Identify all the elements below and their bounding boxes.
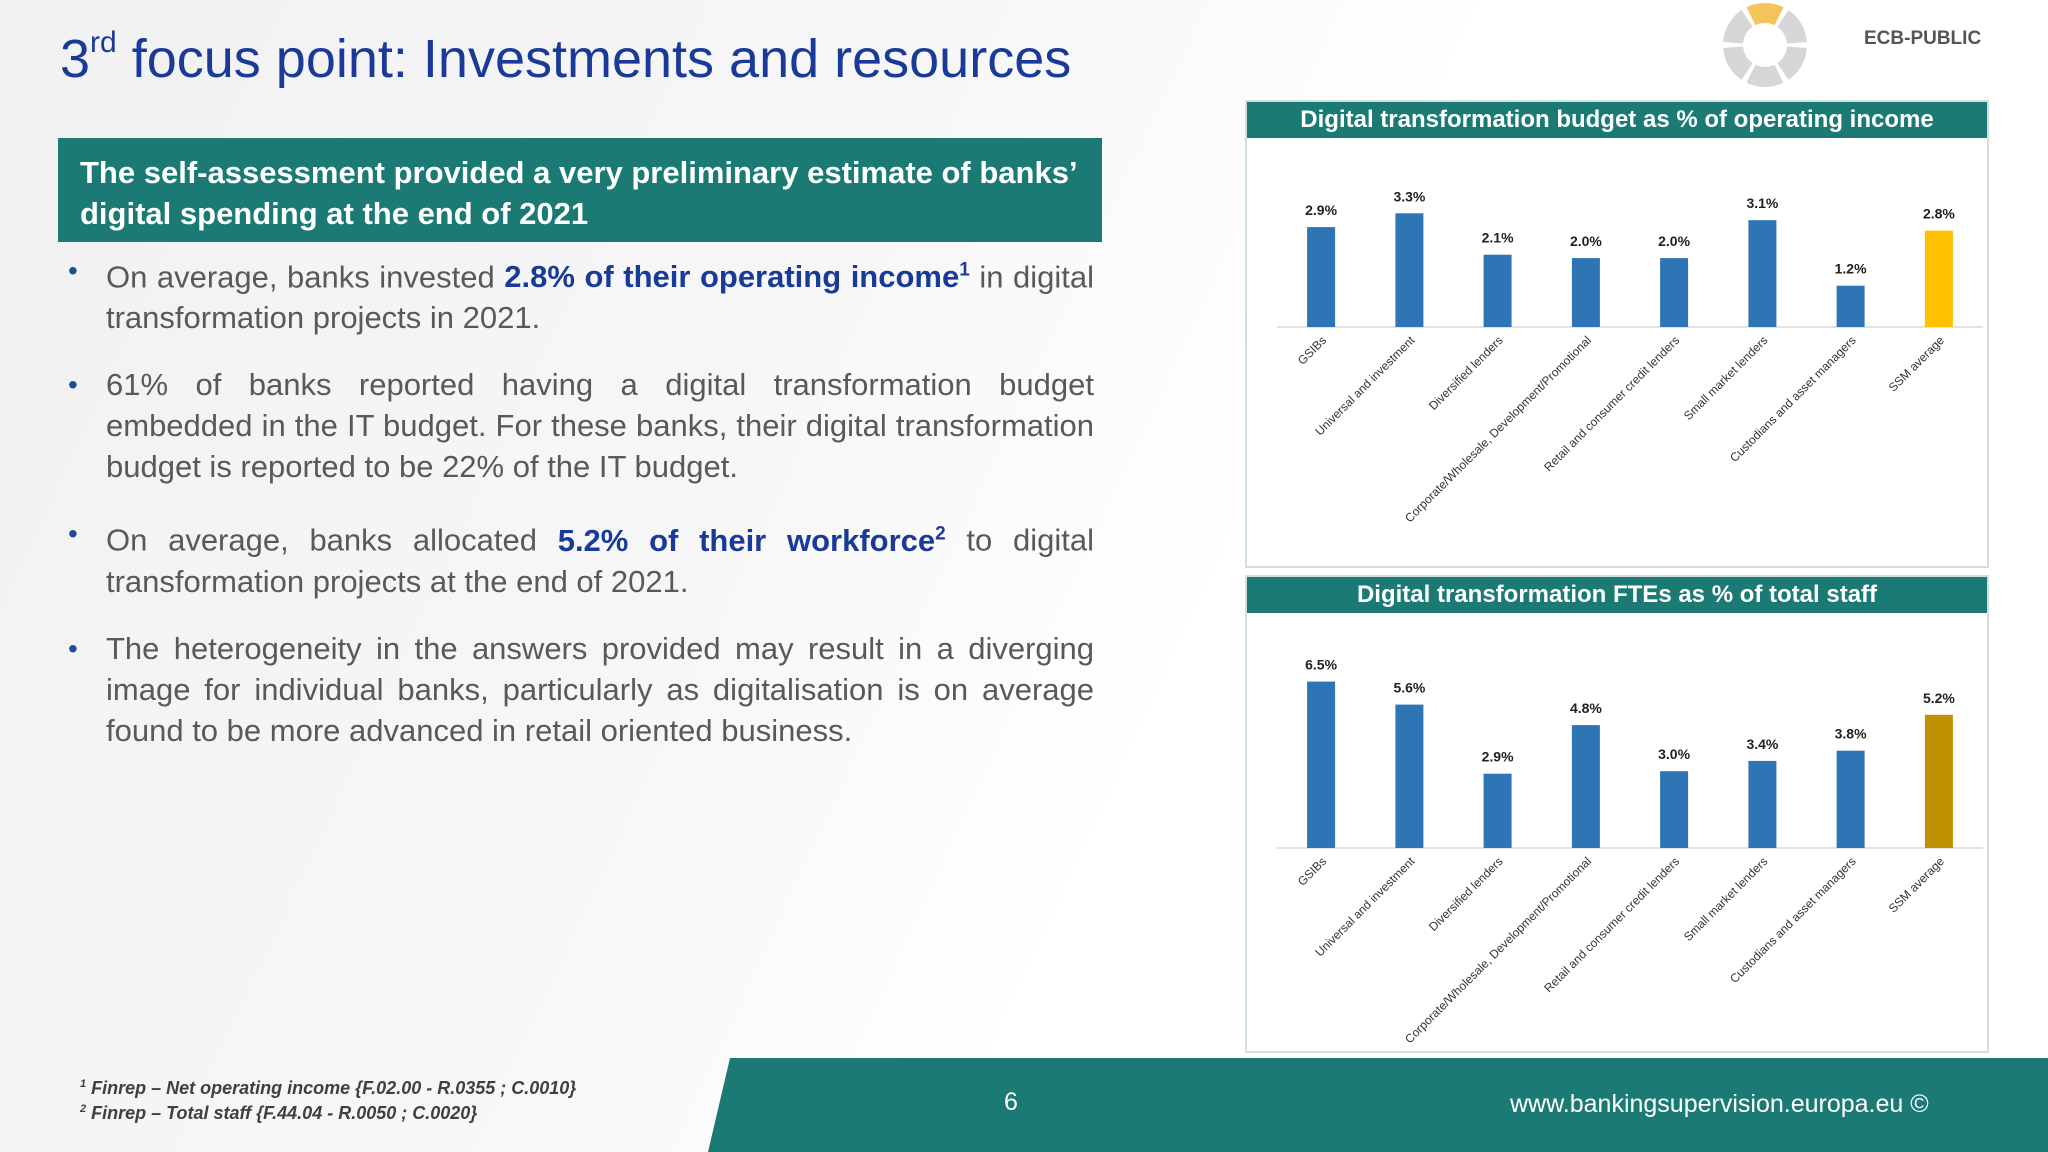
- wheel-segment: [1746, 3, 1784, 26]
- bullet-list: On average, banks invested 2.8% of their…: [64, 250, 1094, 777]
- category-tick-label: Small market lenders: [1681, 854, 1771, 944]
- wheel-segment: [1777, 10, 1807, 44]
- data-label: 2.0%: [1658, 233, 1690, 249]
- data-label: 4.8%: [1570, 700, 1602, 716]
- bar: [1395, 213, 1424, 327]
- bar: [1660, 771, 1689, 848]
- wheel-segment: [1723, 10, 1753, 44]
- highlight-text: 2.8% of their operating income1: [504, 259, 970, 295]
- bar: [1924, 714, 1953, 848]
- fte-chart-title: Digital transformation FTEs as % of tota…: [1247, 577, 1987, 613]
- subheading-box: The self-assessment provided a very prel…: [58, 138, 1102, 242]
- category-tick-label: SSM average: [1886, 333, 1948, 395]
- bar: [1307, 227, 1336, 327]
- classification-label: ECB-PUBLIC: [1864, 28, 1982, 49]
- bar: [1483, 773, 1512, 848]
- category-tick-label: GSIBs: [1295, 854, 1329, 888]
- wheel-segment: [1746, 64, 1784, 87]
- data-label: 3.3%: [1393, 188, 1425, 204]
- fte-chart-panel: Digital transformation FTEs as % of tota…: [1245, 575, 1989, 1053]
- page-number: 6: [1004, 1088, 1018, 1116]
- category-tick-label: Corporate/Wholesale, Development/Promoti…: [1402, 333, 1594, 525]
- data-label: 1.2%: [1835, 261, 1867, 277]
- bar: [1307, 681, 1336, 848]
- wheel-segment: [1723, 46, 1753, 80]
- footnote-1: 1 Finrep – Net operating income {F.02.00…: [80, 1078, 577, 1098]
- data-label: 3.1%: [1746, 195, 1778, 211]
- focus-wheel-logo: [1723, 3, 1807, 87]
- fte-bar-chart: 6.5% GSIBs 5.6% Universal and investment 2.9…: [1277, 657, 1983, 1046]
- wheel-segment: [1777, 46, 1807, 80]
- bar: [1571, 725, 1600, 848]
- bar: [1748, 760, 1777, 848]
- data-label: 5.6%: [1393, 680, 1425, 696]
- category-tick-label: GSIBs: [1295, 333, 1329, 367]
- category-tick-label: Diversified lenders: [1426, 854, 1506, 934]
- bar: [1571, 258, 1600, 327]
- bar: [1395, 704, 1424, 848]
- footer-band: [708, 1058, 2048, 1152]
- bar: [1748, 220, 1777, 327]
- category-tick-label: Diversified lenders: [1426, 333, 1506, 413]
- data-label: 2.9%: [1482, 749, 1514, 765]
- data-label: 3.8%: [1835, 726, 1867, 742]
- bullet-item: On average, banks invested 2.8% of their…: [64, 250, 1094, 338]
- bar: [1836, 285, 1865, 327]
- data-label: 2.8%: [1923, 206, 1955, 222]
- bullet-item: 61% of banks reported having a digital t…: [64, 364, 1094, 487]
- bar: [1924, 230, 1953, 327]
- bullet-item: On average, banks allocated 5.2% of thei…: [64, 513, 1094, 601]
- category-tick-label: Corporate/Wholesale, Development/Promoti…: [1402, 854, 1594, 1046]
- category-tick-label: Universal and investment: [1312, 854, 1418, 960]
- footer-url[interactable]: www.bankingsupervision.europa.eu ©: [1510, 1090, 1929, 1118]
- data-label: 3.0%: [1658, 746, 1690, 762]
- footnote-2: 2 Finrep – Total staff {F.44.04 - R.0050…: [80, 1103, 478, 1123]
- data-label: 2.1%: [1482, 230, 1514, 246]
- budget-chart-panel: Digital transformation budget as % of op…: [1245, 100, 1989, 568]
- data-label: 2.0%: [1570, 233, 1602, 249]
- data-label: 6.5%: [1305, 657, 1337, 673]
- data-label: 5.2%: [1923, 690, 1955, 706]
- data-label: 3.4%: [1746, 736, 1778, 752]
- bar: [1836, 750, 1865, 848]
- highlight-text: 5.2% of their workforce2: [557, 522, 946, 558]
- budget-bar-chart: 2.9% GSIBs 3.3% Universal and investment 2.1…: [1277, 188, 1983, 525]
- bar: [1660, 258, 1689, 327]
- page-title: 3rd focus point: Investments and resourc…: [60, 26, 1072, 89]
- data-label: 2.9%: [1305, 202, 1337, 218]
- category-tick-label: SSM average: [1886, 854, 1948, 916]
- bar: [1483, 254, 1512, 327]
- category-tick-label: Universal and investment: [1312, 333, 1418, 439]
- bullet-item: The heterogeneity in the answers provide…: [64, 628, 1094, 751]
- budget-chart-title: Digital transformation budget as % of op…: [1247, 102, 1987, 138]
- category-tick-label: Small market lenders: [1681, 333, 1771, 423]
